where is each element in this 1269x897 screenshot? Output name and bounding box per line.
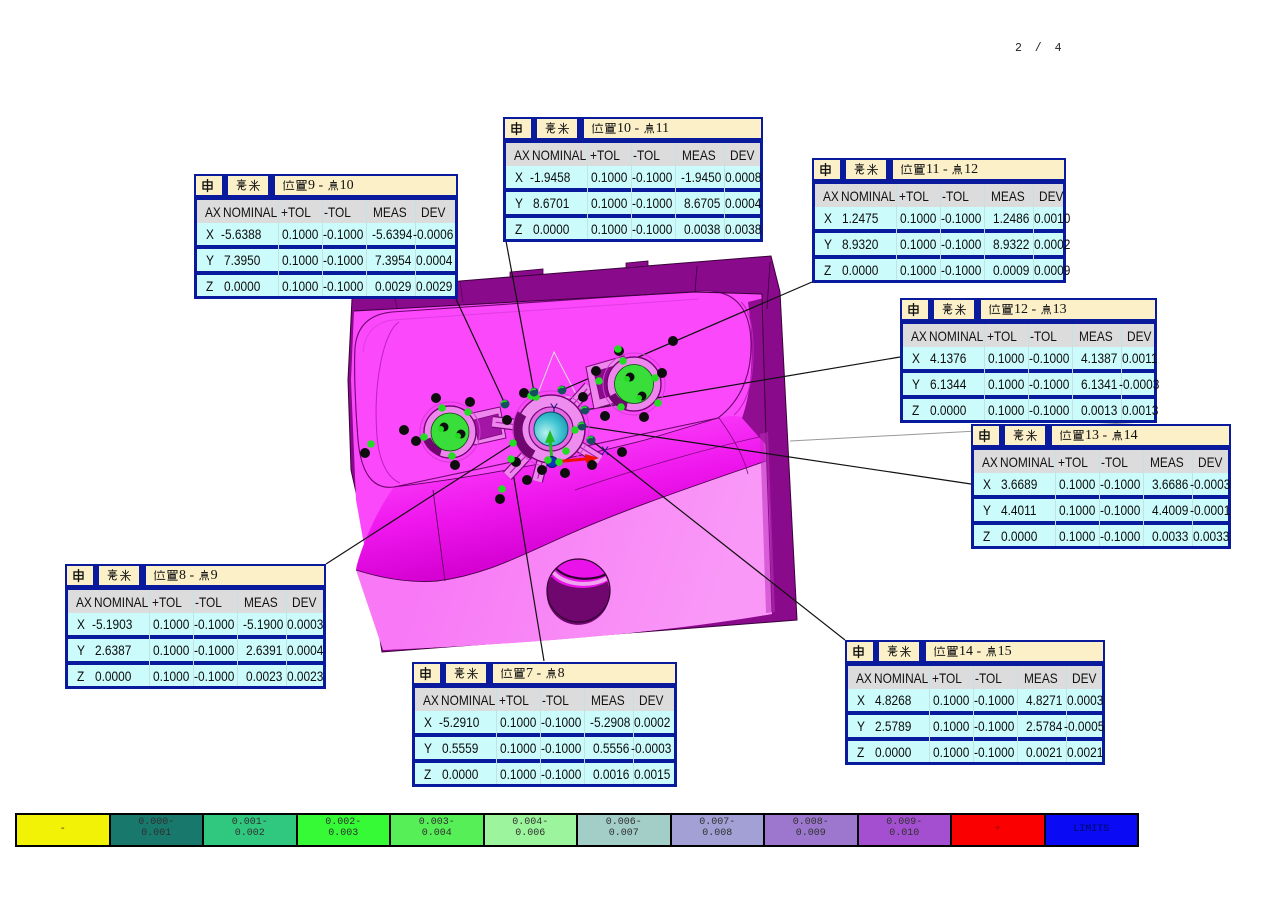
svg-text:Y: Y <box>550 401 558 415</box>
svg-text:X: X <box>601 444 609 458</box>
